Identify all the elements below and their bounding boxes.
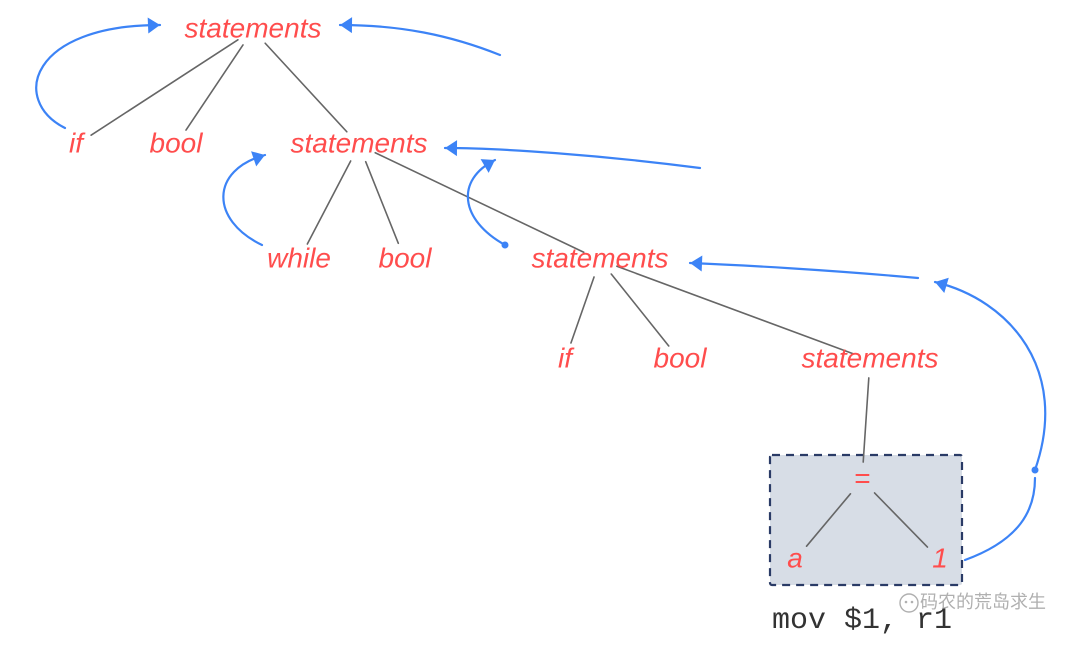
node-eq: = [854, 462, 870, 493]
node-s2: statements [532, 242, 669, 273]
node-s1: statements [291, 127, 428, 158]
codegen-output: mov $1, r1 [772, 604, 952, 638]
node-s3: statements [802, 342, 939, 373]
node-one: 1 [932, 542, 948, 573]
node-s0: statements [185, 12, 322, 43]
node-wh: while [267, 242, 331, 273]
arrow-tail-dot [502, 242, 509, 249]
node-b0: bool [150, 127, 204, 158]
node-a: a [787, 542, 803, 573]
watermark-icon-dot [905, 601, 908, 604]
node-b2: bool [654, 342, 708, 373]
arrow-tail-dot [1032, 467, 1039, 474]
node-b1: bool [379, 242, 433, 273]
watermark-icon-dot [911, 601, 914, 604]
